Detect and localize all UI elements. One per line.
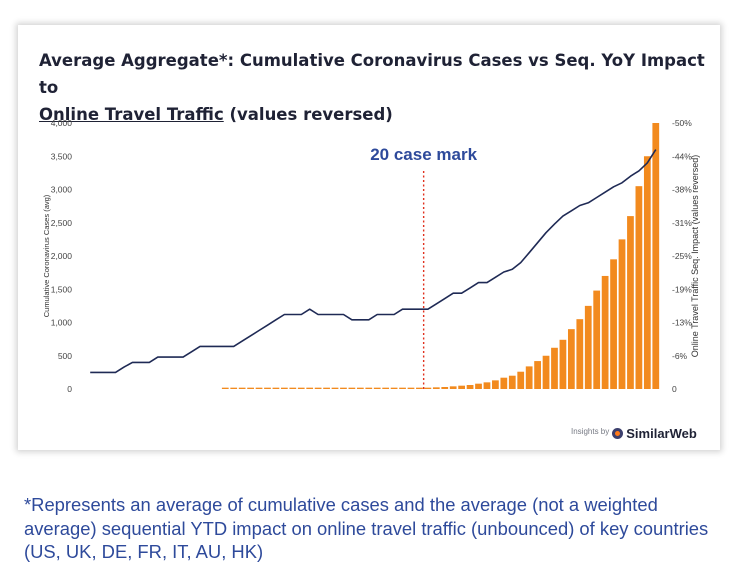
bar: [416, 387, 423, 389]
bar: [382, 387, 390, 389]
right-tick-label: -19%: [672, 284, 692, 294]
left-tick-label: 2,500: [51, 218, 73, 228]
bar: [517, 371, 525, 389]
bar: [584, 305, 592, 389]
bar: [424, 387, 432, 389]
bar: [601, 275, 609, 389]
right-tick-label: 0: [672, 384, 677, 394]
right-tick-label: -31%: [672, 218, 692, 228]
left-tick-label: 3,000: [51, 185, 73, 195]
bar: [441, 387, 449, 389]
bar: [280, 387, 288, 389]
bar: [323, 387, 330, 389]
bar: [559, 339, 567, 389]
left-tick-label: 500: [58, 351, 72, 361]
bar: [534, 361, 541, 389]
bar: [466, 385, 474, 389]
chart-title-underlined: Online Travel Traffic: [39, 105, 224, 124]
bar: [458, 385, 466, 389]
bar: [432, 387, 440, 389]
chart-title: Average Aggregate*: Cumulative Coronavir…: [39, 47, 709, 128]
left-axis-label: Cumulative Coronavirus Cases (avg): [42, 194, 51, 317]
bar: [449, 386, 457, 389]
bar: [500, 377, 508, 389]
bar: [230, 387, 238, 389]
bar: [264, 387, 271, 389]
right-axis-label: Online Travel Traffic Seq. Impact (value…: [690, 155, 700, 357]
bar: [314, 387, 322, 389]
right-tick-label: -25%: [672, 251, 692, 261]
right-tick-label: -38%: [672, 185, 692, 195]
bar: [238, 387, 246, 389]
bar: [365, 387, 373, 389]
bar: [356, 387, 364, 389]
bar: [551, 347, 558, 389]
bar: [593, 290, 601, 389]
bar: [610, 259, 617, 389]
bar: [399, 387, 406, 389]
bar: [297, 387, 305, 389]
footnote: *Represents an average of cumulative cas…: [24, 494, 709, 562]
left-tick-label: 1,500: [51, 284, 73, 294]
bar: [221, 387, 229, 389]
bar: [340, 387, 347, 389]
bar: [475, 383, 482, 389]
brand-prefix: Insights by: [571, 427, 610, 436]
bar: [508, 375, 516, 389]
left-tick-label: 1,000: [51, 318, 73, 328]
similarweb-brand: Insights by SimilarWeb: [571, 426, 697, 441]
left-tick-label: 0: [67, 384, 72, 394]
bar: [635, 186, 643, 389]
right-tick-label: -50%: [672, 118, 692, 128]
bar: [525, 366, 533, 389]
bar: [247, 387, 254, 389]
bar: [643, 156, 651, 389]
right-tick-label: -13%: [672, 318, 692, 328]
bar: [331, 387, 339, 389]
bar: [272, 387, 280, 389]
left-tick-label: 3,500: [51, 151, 73, 161]
bar: [618, 239, 626, 389]
bar: [348, 387, 356, 389]
brand-name: SimilarWeb: [626, 426, 697, 441]
bar: [652, 123, 660, 389]
cumulative-cases-line: [90, 149, 657, 374]
bar: [567, 329, 575, 389]
left-tick-label: 4,000: [51, 118, 73, 128]
bar: [306, 387, 314, 389]
bar: [390, 387, 398, 389]
chart-title-part1: Average Aggregate*: Cumulative Coronavir…: [39, 51, 705, 97]
bar: [492, 380, 499, 389]
right-tick-label: -6%: [672, 351, 688, 361]
chart-title-part3: (values reversed): [223, 105, 393, 124]
bar: [483, 382, 491, 389]
bar: [627, 216, 634, 389]
right-tick-label: -44%: [672, 151, 692, 161]
bar: [542, 355, 550, 389]
left-tick-label: 2,000: [51, 251, 73, 261]
bar: [289, 387, 297, 389]
bar: [255, 387, 263, 389]
similarweb-logo-icon: [612, 428, 624, 439]
bar: [407, 387, 415, 389]
bar: [373, 387, 381, 389]
chart-card: Average Aggregate*: Cumulative Coronavir…: [18, 25, 720, 450]
bar: [576, 319, 584, 389]
case-mark-label: 20 case mark: [370, 145, 477, 164]
